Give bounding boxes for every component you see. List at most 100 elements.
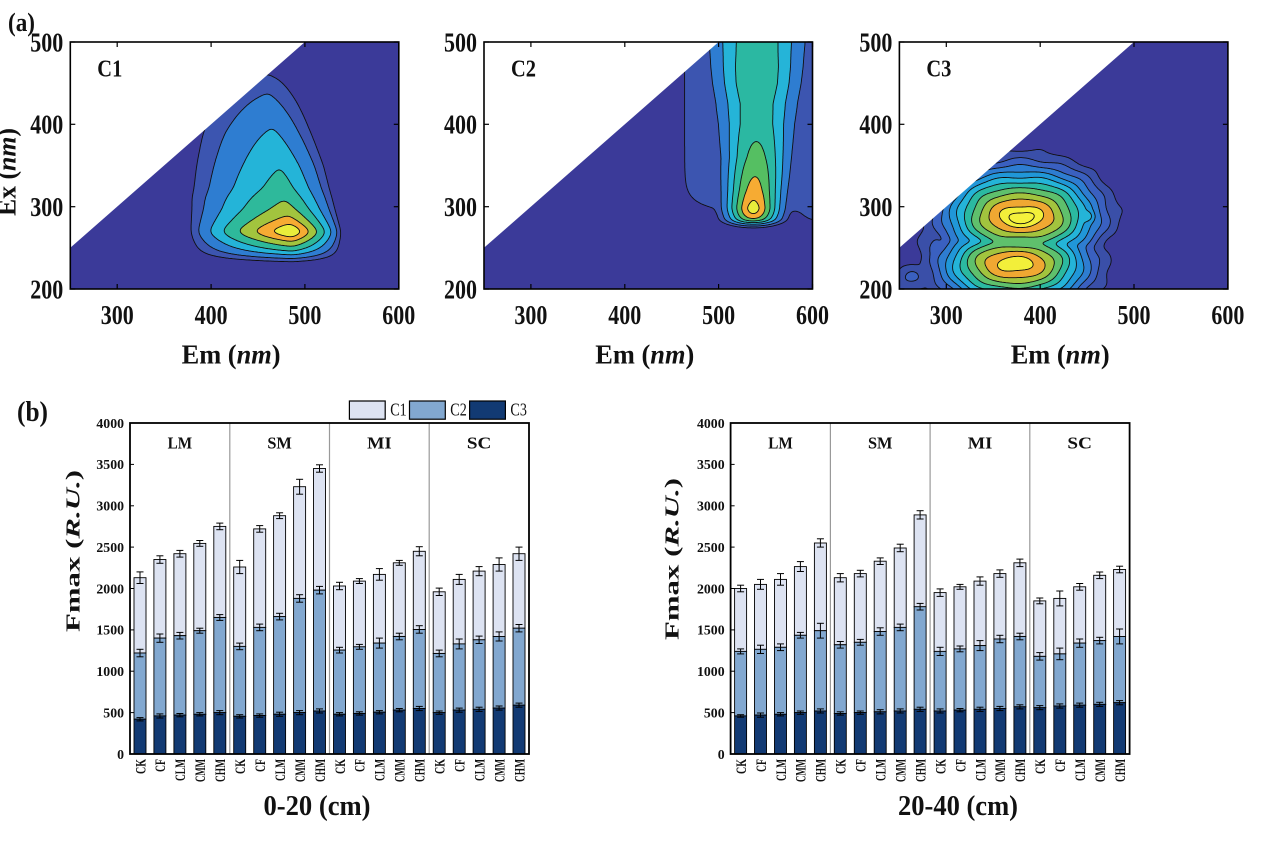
svg-text:CLM: CLM bbox=[173, 759, 189, 781]
svg-text:1500: 1500 bbox=[96, 623, 124, 638]
svg-text:C1: C1 bbox=[390, 400, 407, 420]
svg-text:1000: 1000 bbox=[96, 664, 124, 679]
svg-text:400: 400 bbox=[608, 299, 641, 330]
svg-text:CLM: CLM bbox=[273, 759, 289, 781]
svg-text:Em (nm): Em (nm) bbox=[595, 340, 694, 370]
svg-text:500: 500 bbox=[859, 26, 892, 57]
svg-text:SM: SM bbox=[267, 434, 292, 453]
svg-text:SC: SC bbox=[467, 434, 492, 453]
svg-text:CF: CF bbox=[253, 759, 269, 772]
svg-text:600: 600 bbox=[382, 299, 415, 330]
svg-text:CMM: CMM bbox=[393, 759, 409, 782]
svg-text:Ex (nm): Ex (nm) bbox=[0, 128, 22, 216]
svg-text:(b): (b) bbox=[17, 397, 48, 428]
svg-text:C3: C3 bbox=[510, 400, 527, 420]
svg-text:CK: CK bbox=[933, 759, 949, 774]
svg-text:CMM: CMM bbox=[993, 759, 1009, 782]
svg-text:1500: 1500 bbox=[697, 623, 725, 638]
svg-text:1000: 1000 bbox=[697, 664, 725, 679]
svg-text:CF: CF bbox=[953, 759, 969, 772]
svg-text:2500: 2500 bbox=[96, 540, 124, 555]
svg-text:CK: CK bbox=[233, 759, 249, 774]
svg-text:CMM: CMM bbox=[492, 759, 508, 782]
svg-text:CK: CK bbox=[834, 759, 850, 774]
svg-text:3000: 3000 bbox=[96, 499, 124, 514]
svg-text:CLM: CLM bbox=[874, 759, 890, 781]
svg-text:CF: CF bbox=[453, 759, 469, 772]
svg-text:CK: CK bbox=[333, 759, 349, 774]
svg-text:500: 500 bbox=[702, 299, 735, 330]
svg-text:SC: SC bbox=[1067, 434, 1092, 453]
svg-text:400: 400 bbox=[30, 109, 63, 140]
svg-text:CHM: CHM bbox=[913, 759, 929, 782]
svg-text:300: 300 bbox=[101, 299, 134, 330]
svg-text:400: 400 bbox=[859, 109, 892, 140]
svg-text:LM: LM bbox=[768, 434, 793, 453]
svg-text:CLM: CLM bbox=[373, 759, 389, 781]
svg-text:500: 500 bbox=[103, 705, 124, 720]
svg-text:CMM: CMM bbox=[193, 759, 209, 782]
svg-text:20-40 (cm): 20-40 (cm) bbox=[898, 791, 1018, 822]
svg-text:CF: CF bbox=[754, 759, 770, 772]
svg-text:300: 300 bbox=[859, 191, 892, 222]
svg-text:CLM: CLM bbox=[1073, 759, 1089, 781]
svg-text:MI: MI bbox=[367, 434, 392, 453]
svg-text:0: 0 bbox=[718, 747, 725, 762]
svg-text:CMM: CMM bbox=[894, 759, 910, 782]
svg-text:400: 400 bbox=[1024, 299, 1057, 330]
svg-text:400: 400 bbox=[195, 299, 228, 330]
svg-text:CHM: CHM bbox=[213, 759, 229, 782]
svg-text:CF: CF bbox=[153, 759, 169, 772]
svg-text:(a): (a) bbox=[8, 8, 35, 37]
svg-text:CF: CF bbox=[353, 759, 369, 772]
svg-text:600: 600 bbox=[1211, 299, 1244, 330]
svg-text:200: 200 bbox=[444, 273, 477, 304]
svg-text:CK: CK bbox=[1033, 759, 1049, 774]
svg-text:CHM: CHM bbox=[1113, 759, 1129, 782]
svg-text:CHM: CHM bbox=[413, 759, 429, 782]
svg-text:CLM: CLM bbox=[472, 759, 488, 781]
svg-text:500: 500 bbox=[30, 26, 63, 57]
svg-text:200: 200 bbox=[859, 273, 892, 304]
svg-text:2500: 2500 bbox=[697, 540, 725, 555]
svg-text:300: 300 bbox=[930, 299, 963, 330]
svg-text:SM: SM bbox=[868, 434, 893, 453]
svg-text:4000: 4000 bbox=[96, 416, 124, 431]
svg-text:0-20 (cm): 0-20 (cm) bbox=[264, 791, 371, 822]
svg-text:4000: 4000 bbox=[697, 416, 725, 431]
svg-text:2000: 2000 bbox=[697, 581, 725, 596]
svg-text:Fmax (R.U.): Fmax (R.U.) bbox=[662, 478, 684, 640]
svg-text:CHM: CHM bbox=[512, 759, 528, 782]
svg-text:CMM: CMM bbox=[794, 759, 810, 782]
svg-text:300: 300 bbox=[514, 299, 547, 330]
svg-text:500: 500 bbox=[444, 26, 477, 57]
svg-text:C3: C3 bbox=[926, 57, 951, 83]
svg-text:CK: CK bbox=[734, 759, 750, 774]
svg-text:C2: C2 bbox=[450, 400, 467, 420]
svg-text:400: 400 bbox=[444, 109, 477, 140]
svg-text:CK: CK bbox=[433, 759, 449, 774]
svg-text:CHM: CHM bbox=[313, 759, 329, 782]
svg-text:600: 600 bbox=[796, 299, 829, 330]
svg-text:300: 300 bbox=[444, 191, 477, 222]
svg-text:C2: C2 bbox=[511, 57, 536, 83]
svg-text:CF: CF bbox=[1053, 759, 1069, 772]
svg-text:500: 500 bbox=[704, 705, 725, 720]
svg-text:CF: CF bbox=[854, 759, 870, 772]
svg-text:200: 200 bbox=[30, 273, 63, 304]
svg-text:CHM: CHM bbox=[1013, 759, 1029, 782]
svg-text:LM: LM bbox=[168, 434, 193, 453]
svg-text:500: 500 bbox=[1118, 299, 1151, 330]
svg-text:3500: 3500 bbox=[697, 457, 725, 472]
svg-text:MI: MI bbox=[968, 434, 993, 453]
svg-text:C1: C1 bbox=[97, 57, 122, 83]
svg-text:Em (nm): Em (nm) bbox=[1011, 340, 1110, 370]
svg-text:500: 500 bbox=[288, 299, 321, 330]
svg-text:CLM: CLM bbox=[973, 759, 989, 781]
svg-text:300: 300 bbox=[30, 191, 63, 222]
svg-text:2000: 2000 bbox=[96, 581, 124, 596]
svg-text:3000: 3000 bbox=[697, 499, 725, 514]
svg-text:Fmax (R.U.): Fmax (R.U.) bbox=[63, 470, 85, 632]
svg-text:CMM: CMM bbox=[293, 759, 309, 782]
svg-text:CK: CK bbox=[133, 759, 149, 774]
